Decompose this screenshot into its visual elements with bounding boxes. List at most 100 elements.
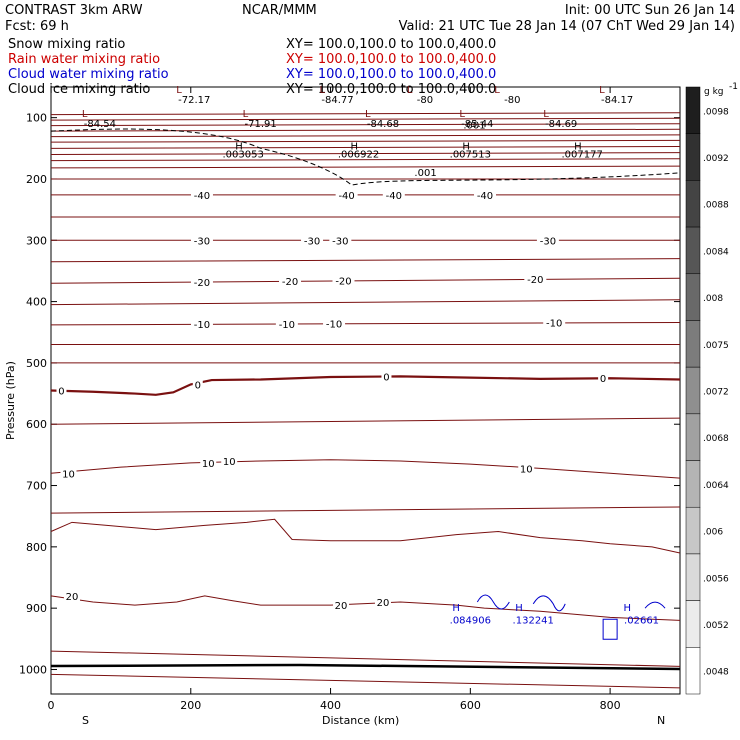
- colorbar: .0098 .0092 .0088 .0084 .008 .0075 .0072 .0068.…: [685, 86, 729, 695]
- y-tick-label: 100: [26, 112, 47, 125]
- low-marker: L: [543, 109, 549, 120]
- legend-xy: XY= 100.0,100.0 to 100.0,400.0: [286, 67, 496, 82]
- upper-isotherm: [50, 165, 681, 169]
- upper-isotherm: [50, 117, 681, 121]
- legend-xy: XY= 100.0,100.0 to 100.0,400.0: [286, 37, 496, 52]
- y-tick-label: 400: [26, 296, 47, 309]
- contour-label-bg: [190, 318, 213, 331]
- legend-name: Rain water mixing ratio: [8, 52, 160, 67]
- colorbar-bin: [685, 413, 701, 461]
- low-marker: L: [365, 109, 371, 120]
- warm-isotherm-line: [50, 595, 681, 621]
- contour-label-bg: [56, 384, 67, 397]
- warm-isotherm-label: 10: [202, 459, 215, 470]
- y-tick-label: 300: [26, 234, 47, 247]
- cloud-water-high-marker: H: [515, 603, 523, 614]
- colorbar-tick-label: .0064: [703, 481, 729, 491]
- low-marker: L: [320, 85, 326, 96]
- contour-label-bg: [190, 275, 213, 288]
- upper-isotherm: [50, 152, 681, 155]
- cloud-water-high-marker: H: [624, 603, 632, 614]
- south-label: S: [82, 714, 89, 727]
- colorbar-tick-label: .0092: [703, 154, 729, 164]
- cloud-ice-max-label: .007513: [450, 150, 491, 161]
- low-value-label: -84.54: [84, 119, 116, 130]
- low-marker: L: [599, 85, 605, 96]
- isotherm-label: -30: [332, 236, 348, 247]
- colorbar-bin: [685, 226, 701, 275]
- cloud-ice-contour: [50, 128, 681, 186]
- low-marker: L: [459, 109, 465, 120]
- low-value-label: -84.77: [321, 95, 353, 106]
- x-tick-label: 400: [320, 699, 341, 712]
- contour-label-bg: [335, 188, 358, 201]
- contour-label-bg: [323, 317, 346, 330]
- colorbar-bin: [685, 460, 701, 508]
- legend-name: Cloud water mixing ratio: [8, 67, 169, 82]
- low-value-label: -72.17: [178, 95, 210, 106]
- y-tick-label: 900: [26, 602, 47, 615]
- x-tick-label: 600: [460, 699, 481, 712]
- x-tick-label: 800: [600, 699, 621, 712]
- isotherm-line: [50, 277, 681, 284]
- low-value-label: -80: [504, 95, 520, 106]
- contour-label-bg: [332, 274, 355, 287]
- upper-isotherm: [50, 158, 681, 162]
- y-tick-label: 600: [26, 418, 47, 431]
- upper-isotherm: [50, 112, 681, 116]
- high-marker: H: [351, 142, 359, 153]
- low-value-label: -84.68: [367, 119, 399, 130]
- cloud-ice-max-label: .007177: [561, 150, 602, 161]
- high-marker: H: [462, 142, 470, 153]
- contour-label-bg: [275, 317, 298, 330]
- freezing-level-label: 0: [58, 387, 64, 398]
- contour-label-bg: [524, 273, 547, 286]
- colorbar-bin: [685, 600, 701, 648]
- cloud-ice-contour-label: .001: [414, 168, 436, 179]
- colorbar-bin: [685, 647, 701, 695]
- warm-isotherm-line: [50, 459, 681, 479]
- colorbar-tick-label: .0084: [703, 247, 729, 257]
- north-label: N: [657, 714, 665, 727]
- colorbar-bin: [685, 133, 701, 181]
- y-axis-title: Pressure (hPa): [4, 361, 17, 440]
- colorbar-tick-label: .0098: [703, 107, 729, 117]
- isotherm-line: [50, 321, 681, 326]
- cloud-ice-max-label: .003053: [223, 150, 264, 161]
- warm-isotherm-label: 20: [335, 601, 348, 612]
- valid-time: Valid: 21 UTC Tue 28 Jan 14 (07 ChT Wed …: [399, 19, 735, 34]
- lower-isotherm: [50, 650, 681, 667]
- upper-isotherm: [50, 128, 681, 132]
- cloud-ice-contour-label: .001: [463, 121, 485, 132]
- contour-label-bg: [190, 188, 213, 201]
- freezing-level-label: 0: [600, 374, 606, 385]
- freezing-level-label: 0: [383, 372, 389, 383]
- contour-label-bg: [374, 596, 391, 609]
- upper-isotherm: [50, 145, 681, 149]
- low-marker: L: [407, 85, 413, 96]
- isotherm-label: -40: [194, 191, 210, 202]
- warm-isotherm-label: 10: [62, 469, 75, 480]
- low-value-label: -80: [417, 95, 433, 106]
- isotherm-label: -10: [546, 319, 562, 330]
- colorbar-tick-label: .0048: [703, 668, 729, 678]
- colorbar-tick-label: .0068: [703, 434, 729, 444]
- colorbar-tick-label: .0072: [703, 388, 729, 398]
- y-tick-label: 500: [26, 357, 47, 370]
- high-marker: H: [574, 142, 582, 153]
- low-value-label: -84.17: [601, 95, 633, 106]
- isotherm-label: -10: [326, 320, 342, 331]
- contour-label-bg: [63, 589, 80, 602]
- cloud-water-max-label: .02661: [624, 615, 659, 626]
- colorbar-tick-label: .008: [703, 294, 723, 304]
- upper-isotherm: [50, 123, 681, 127]
- cloud-water-contour: [476, 594, 666, 640]
- isotherm-label: -10: [279, 320, 295, 331]
- colorbar-tick-label: .0056: [703, 574, 729, 584]
- colorbar-bin: [685, 506, 701, 555]
- colorbar-bin: [685, 320, 701, 368]
- low-marker: L: [494, 85, 500, 96]
- low-marker: L: [176, 85, 182, 96]
- x-tick-label: 0: [48, 699, 55, 712]
